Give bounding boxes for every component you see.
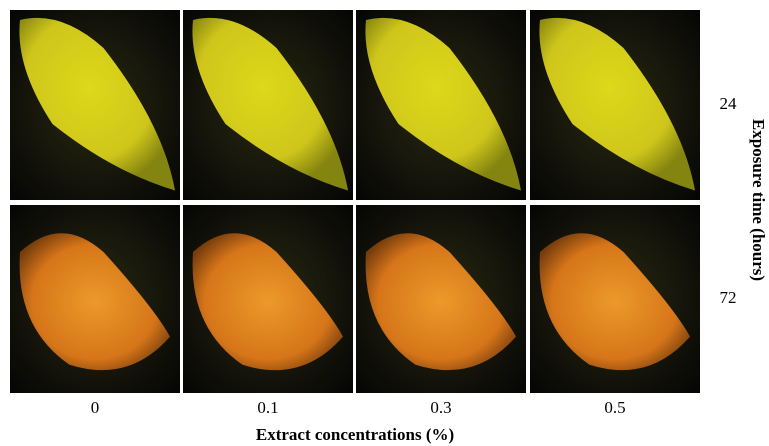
micrograph [530,10,700,200]
micrograph [183,10,353,200]
micrograph [356,10,526,200]
column-label: 0.3 [430,398,451,417]
micrograph [10,205,180,393]
y-axis-title: Exposure time (hours) [749,119,768,281]
x-axis-title: Extract concentrations (%) [256,425,454,444]
micrograph [530,205,700,393]
micrograph [183,205,353,393]
micrograph [356,205,526,393]
column-label: 0.5 [604,398,625,417]
image-grid [10,10,700,393]
micrograph [10,10,180,200]
row-label: 24 [720,94,738,113]
column-label: 0.1 [257,398,278,417]
figure: 24 72 0 0.1 0.3 0.5 Extract concentrations (%… [0,0,769,446]
column-label: 0 [91,398,100,417]
row-label: 72 [720,288,737,307]
